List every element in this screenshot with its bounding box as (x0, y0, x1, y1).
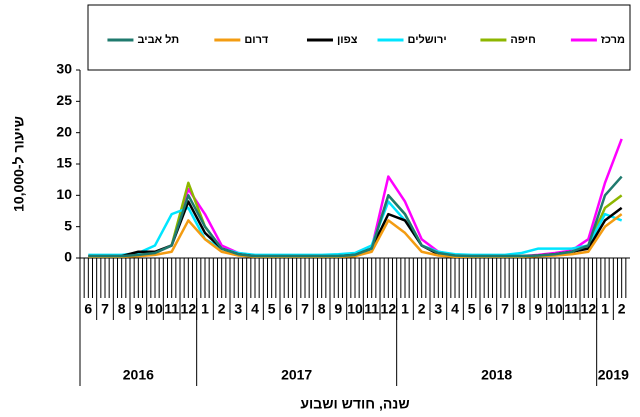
year-label: 2018 (481, 367, 512, 383)
y-tick-label: 25 (56, 92, 72, 108)
legend-box (87, 4, 631, 71)
y-tick-label: 15 (56, 155, 72, 171)
year-label: 2019 (598, 367, 629, 383)
legend-label: ירושלים (408, 33, 447, 46)
x-tick-label: 10 (547, 301, 563, 317)
x-tick-label: 6 (284, 301, 292, 317)
x-tick-label: 9 (334, 301, 342, 317)
x-tick-label: 6 (84, 301, 92, 317)
x-tick-label: 10 (347, 301, 363, 317)
x-tick-label: 7 (301, 301, 309, 317)
x-tick-label: 1 (401, 301, 409, 317)
x-tick-label: 2 (618, 301, 626, 317)
year-label: 2017 (281, 367, 312, 383)
x-axis-title: שנה, חודש ושבוע (300, 396, 409, 412)
y-tick-label: 0 (64, 249, 72, 265)
x-tick-label: 8 (518, 301, 526, 317)
x-tick-label: 8 (118, 301, 126, 317)
legend-label: מרכז (601, 34, 625, 46)
x-tick-label: 5 (268, 301, 276, 317)
x-tick-label: 11 (364, 301, 379, 317)
x-tick-label: 12 (181, 301, 197, 317)
x-tick-label: 9 (534, 301, 542, 317)
y-tick-label: 5 (64, 217, 72, 233)
x-tick-label: 6 (484, 301, 492, 317)
x-tick-label: 11 (564, 301, 579, 317)
y-axis-title: שיעור ל-10,000 (11, 116, 27, 212)
x-tick-label: 9 (134, 301, 142, 317)
x-tick-label: 7 (501, 301, 509, 317)
legend-label: תל אביב (137, 33, 179, 46)
legend-label: חיפה (510, 34, 535, 46)
x-tick-label: 4 (451, 301, 459, 317)
year-label: 2016 (123, 367, 154, 383)
series-line (88, 175, 623, 258)
x-tick-label: 8 (318, 301, 326, 317)
x-tick-label: 5 (468, 301, 476, 317)
x-tick-label: 10 (147, 301, 163, 317)
y-tick-label: 20 (56, 123, 72, 139)
x-tick-label: 11 (164, 301, 179, 317)
x-tick-label: 2 (418, 301, 426, 317)
legend-label: דרום (244, 34, 269, 46)
x-tick-label: 1 (601, 301, 609, 317)
x-tick-label: 1 (201, 301, 209, 317)
x-tick-label: 2 (218, 301, 226, 317)
series-line (88, 200, 623, 257)
x-tick-label: 3 (434, 301, 442, 317)
x-tick-label: 4 (251, 301, 259, 317)
x-tick-label: 7 (101, 301, 109, 317)
y-tick-label: 10 (56, 186, 72, 202)
x-tick-label: 3 (234, 301, 242, 317)
y-tick-label: 30 (56, 61, 72, 77)
x-tick-label: 12 (381, 301, 397, 317)
series-line (88, 138, 623, 258)
legend-label: צפון (337, 34, 358, 46)
x-tick-label: 12 (581, 301, 597, 317)
